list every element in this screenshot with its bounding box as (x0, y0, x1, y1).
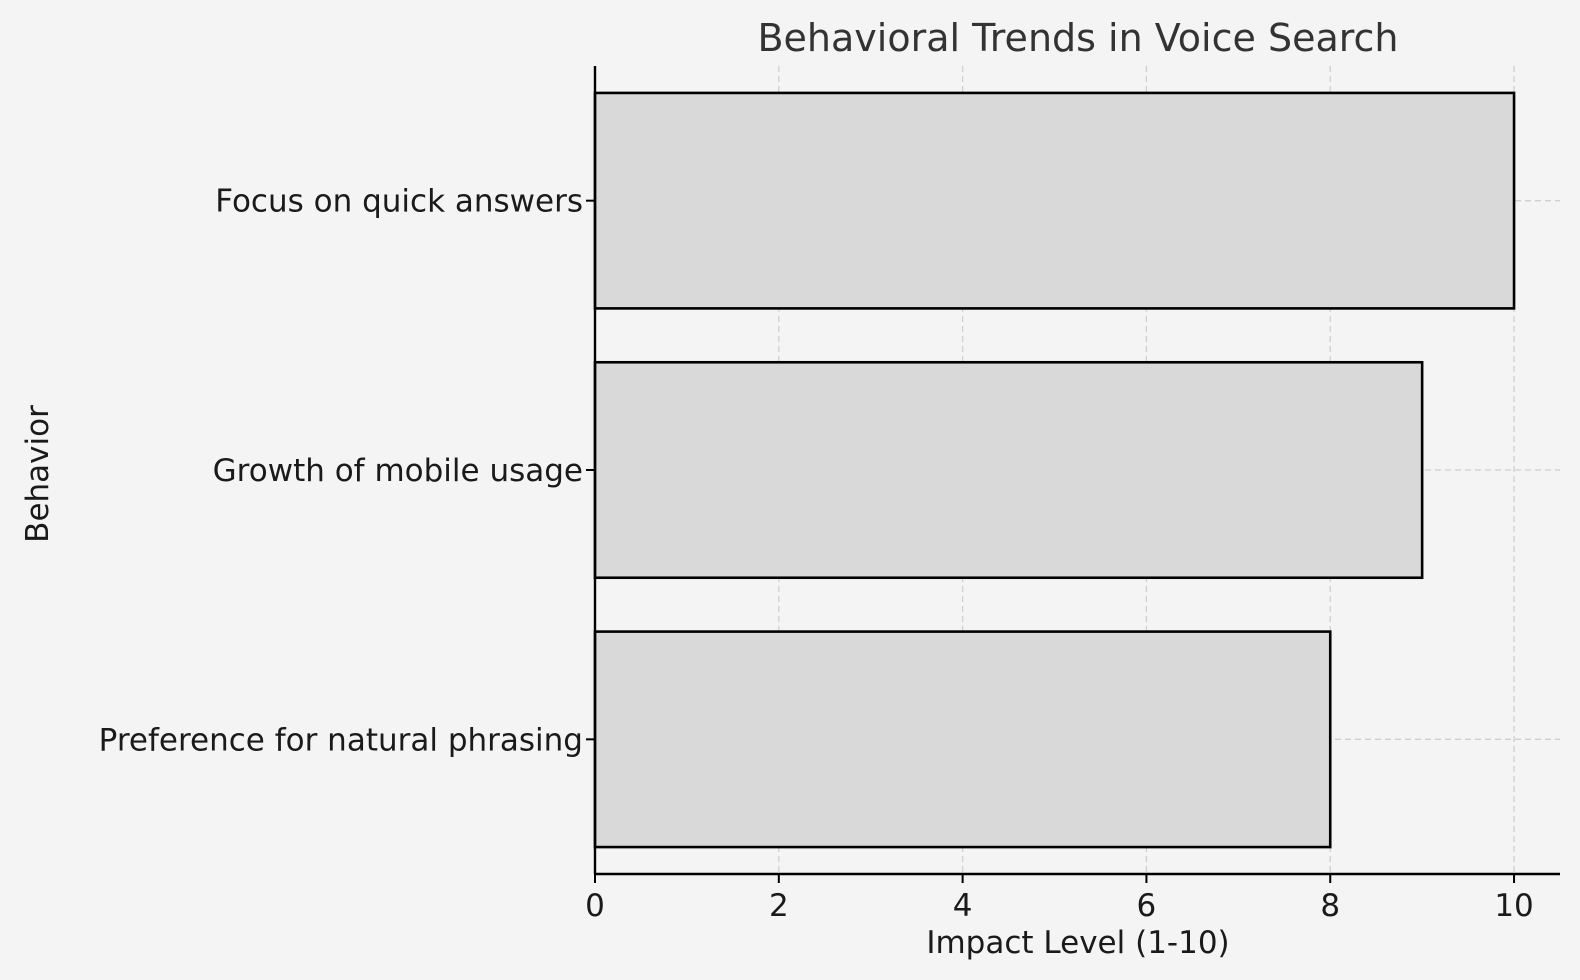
y-axis-label: Behavior (20, 405, 56, 543)
x-tick-label: 8 (1320, 888, 1340, 924)
x-tick-label: 0 (585, 888, 605, 924)
category-label: Focus on quick answers (215, 184, 583, 220)
bar (593, 360, 1424, 580)
x-tick-label: 2 (769, 888, 789, 924)
axis-layer: 0 2 4 6 8 10 Focus on quick answers Growth of m… (99, 66, 1560, 924)
category-label: Growth of mobile usage (213, 453, 583, 489)
category-label: Preference for natural phrasing (99, 722, 583, 758)
x-tick-label: 6 (1137, 888, 1157, 924)
bar (593, 91, 1516, 310)
chart-title: Behavioral Trends in Voice Search (757, 16, 1398, 60)
x-axis-label: Impact Level (1-10) (926, 925, 1229, 961)
bar-layer (593, 91, 1516, 849)
x-tick-label: 4 (953, 888, 973, 924)
x-tick-label: 10 (1494, 888, 1533, 924)
bar (593, 630, 1332, 849)
